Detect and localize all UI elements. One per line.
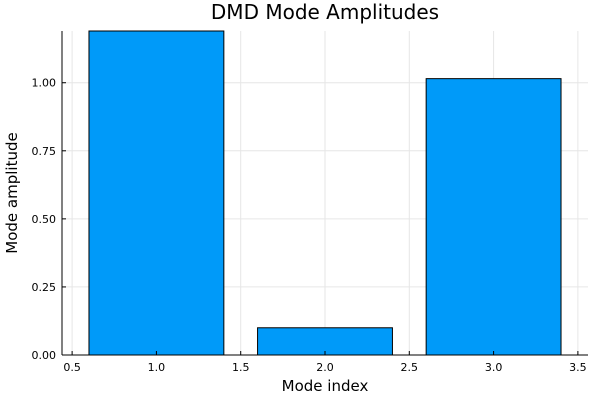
x-tick-label: 3.5 [569,361,587,374]
chart-title: DMD Mode Amplitudes [211,0,439,24]
y-tick-label: 1.00 [32,77,57,90]
y-tick-label: 0.50 [32,213,57,226]
bar-mode-1 [88,30,225,356]
bars-layer [88,30,562,356]
x-axis-label: Mode index [282,377,369,395]
x-tick-label: 2.0 [316,361,334,374]
y-axis-label: Mode amplitude [3,132,21,253]
x-tick-label: 2.5 [401,361,419,374]
x-tick-label: 0.5 [63,361,81,374]
x-tick-label: 3.0 [485,361,503,374]
x-tick-label: 1.5 [232,361,250,374]
bar-mode-3 [425,78,562,356]
y-tick-label: 0.75 [32,145,57,158]
y-tick-label: 0.25 [32,281,57,294]
bar-mode-2 [257,327,393,356]
ticks-layer: 0.5 1.0 1.5 2.0 2.5 3.0 3.5 0.00 0.25 0.50 0.75 1.0… [32,77,587,374]
x-tick-label: 1.0 [148,361,166,374]
y-tick-label: 0.00 [32,349,57,362]
